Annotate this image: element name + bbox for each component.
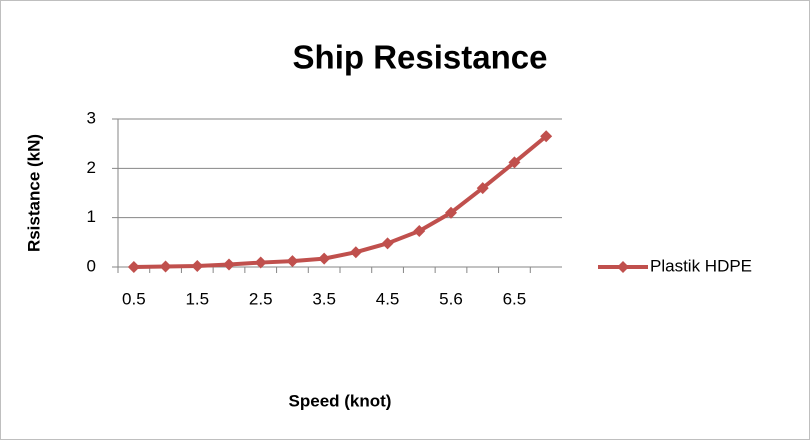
x-tick-label: 0.5 [122,289,146,308]
legend-label: Plastik HDPE [650,256,752,275]
data-point [476,182,489,195]
y-tick-label: 1 [87,207,96,226]
y-tick-label: 2 [87,158,96,177]
x-tick-label: 3.5 [312,289,336,308]
data-point [540,130,553,143]
x-tick-label: 4.5 [376,289,400,308]
y-tick-label: 0 [87,256,96,275]
y-axis-label: Rsistance (kN) [24,134,43,252]
y-tick-label: 3 [87,108,96,127]
data-point [191,260,204,273]
data-point [286,255,299,268]
x-tick-label: 5.6 [439,289,463,308]
x-axis-label: Speed (knot) [289,391,392,410]
data-point [127,261,140,273]
data-point [381,237,394,250]
data-point [413,224,426,237]
chart-title: Ship Resistance [293,39,548,76]
legend-marker [617,261,629,273]
data-point [254,256,267,269]
x-tick-label: 6.5 [503,289,527,308]
data-point [159,260,172,273]
data-point [349,246,362,259]
data-point [508,156,521,169]
data-point [223,258,235,271]
data-point [445,206,457,219]
x-tick-label: 1.5 [185,289,209,308]
x-tick-label: 2.5 [249,289,273,308]
data-point [318,252,331,265]
